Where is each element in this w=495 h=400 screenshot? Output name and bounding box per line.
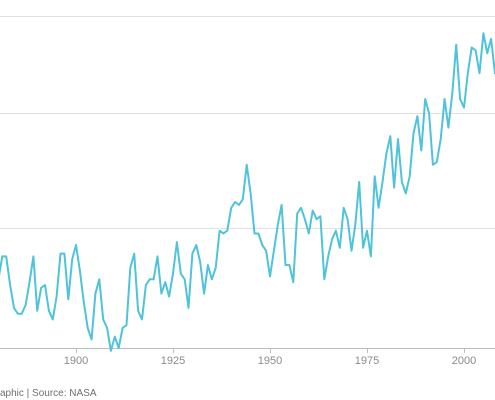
series-layer bbox=[0, 32, 495, 352]
x-tick-labels: 1900 1925 1950 1975 2000 bbox=[64, 355, 476, 367]
x-tick-label-1900: 1900 bbox=[64, 355, 88, 367]
series-line-0 bbox=[0, 32, 495, 352]
source-credit: aphic | Source: NASA bbox=[0, 388, 97, 399]
x-tick-label-2000: 2000 bbox=[452, 355, 476, 367]
x-axis bbox=[0, 348, 495, 353]
x-tick-label-1975: 1975 bbox=[355, 355, 379, 367]
x-tick-label-1925: 1925 bbox=[161, 355, 185, 367]
x-tick-label-1950: 1950 bbox=[258, 355, 282, 367]
gridlines bbox=[0, 16, 495, 229]
